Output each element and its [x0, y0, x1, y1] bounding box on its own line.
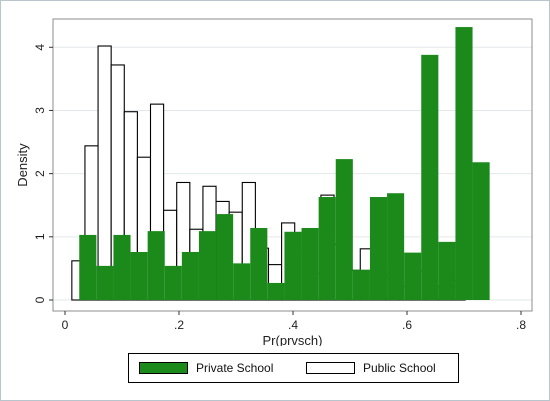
private-school-bar: [250, 227, 268, 300]
private-school-bar: [455, 27, 473, 301]
private-school-bar: [181, 251, 199, 300]
private-school-bar: [318, 197, 336, 300]
private-school-bar: [130, 251, 148, 300]
legend-swatch-public: [306, 362, 355, 374]
x-tick-label: .4: [288, 318, 298, 332]
private-school-bar: [301, 227, 319, 300]
legend-item-private: Private School: [139, 361, 273, 375]
legend-swatch-private: [139, 362, 188, 374]
x-axis-label: Pr(prvsch): [263, 333, 323, 346]
axes: 0 1 2 3 4 0 .2 .4 .6 .8: [33, 44, 526, 332]
legend-label-private: Private School: [196, 361, 274, 375]
private-school-bar: [335, 159, 353, 300]
legend: Private School Public School: [128, 353, 459, 383]
y-tick-label: 1: [33, 233, 47, 240]
private-school-bar: [267, 282, 285, 300]
y-tick-label: 2: [33, 170, 47, 177]
y-axis-label: Density: [15, 143, 30, 187]
private-school-bar: [113, 234, 131, 300]
private-school-bar: [147, 231, 165, 300]
private-school-bars: [79, 27, 490, 301]
private-school-bar: [472, 162, 490, 300]
x-tick-label: .8: [516, 318, 526, 332]
private-school-bar: [387, 193, 405, 300]
y-tick-label: 4: [33, 44, 47, 51]
y-tick-label: 0: [33, 296, 47, 303]
private-school-bar: [233, 263, 251, 300]
private-school-bar: [96, 265, 114, 300]
private-school-bar: [369, 197, 388, 300]
private-school-bar: [216, 214, 234, 300]
legend-item-public: Public School: [306, 361, 436, 375]
y-tick-label: 3: [33, 107, 47, 114]
x-tick-label: .6: [402, 318, 412, 332]
x-tick-label: 0: [62, 318, 69, 332]
private-school-bar: [404, 252, 422, 300]
x-tick-label: .2: [174, 318, 184, 332]
private-school-bar: [164, 265, 182, 300]
private-school-bar: [438, 241, 456, 300]
private-school-bar: [421, 54, 439, 300]
legend-label-public: Public School: [363, 361, 436, 375]
private-school-bar: [79, 234, 97, 300]
histogram-chart: 0 1 2 3 4 0 .2 .4 .6 .8 Pr(prvsch) Density: [15, 18, 533, 346]
private-school-bar: [352, 269, 370, 300]
private-school-bar: [198, 231, 217, 300]
private-school-bar: [284, 231, 302, 300]
public-school-bar: [97, 45, 112, 301]
